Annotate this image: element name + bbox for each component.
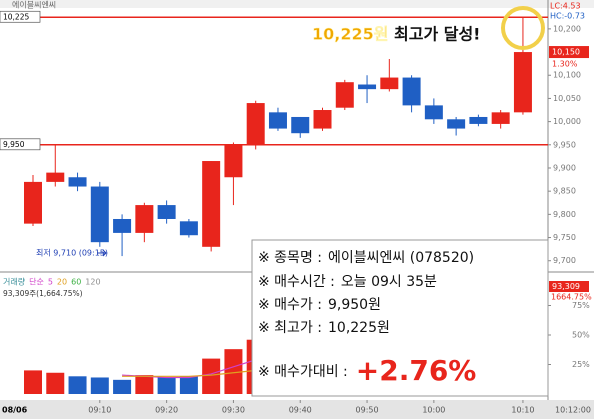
lc-label: LC:4.53 bbox=[550, 2, 581, 11]
y-tick-label: 9,750 bbox=[553, 233, 576, 242]
candle-body bbox=[491, 112, 510, 124]
candle-body bbox=[246, 103, 265, 145]
info-box bbox=[251, 239, 549, 397]
candle-body bbox=[291, 116, 310, 134]
volume-bar bbox=[68, 376, 87, 394]
volume-bar bbox=[24, 370, 42, 394]
volume-bar bbox=[157, 377, 176, 394]
arrow bbox=[97, 249, 107, 257]
y-tick-label: 10,100 bbox=[553, 71, 581, 80]
candle-body bbox=[313, 110, 332, 129]
info-value: +2.76% bbox=[356, 354, 477, 387]
low-annotation: 최저 9,710 (09:15) bbox=[36, 248, 108, 258]
volume-bar bbox=[46, 372, 65, 394]
volume-tick-label: 50% bbox=[572, 331, 590, 340]
candle-body bbox=[24, 181, 42, 224]
x-tick-label: 10:10 bbox=[511, 406, 534, 415]
y-tick-label: 9,950 bbox=[553, 140, 576, 149]
y-tick-label: 10,200 bbox=[553, 24, 581, 33]
ma-legend: 20 bbox=[57, 278, 67, 287]
candle-body bbox=[447, 119, 466, 129]
candle-body bbox=[135, 205, 154, 233]
info-value: 에이블씨엔씨 (078520) bbox=[328, 250, 474, 266]
volume-bar bbox=[135, 375, 154, 394]
volume-last-ratio: 1664.75% bbox=[551, 293, 592, 302]
info-label: ※ 매수가대비 : bbox=[258, 364, 348, 380]
high-annotation-text: 최고가 달성! bbox=[394, 25, 480, 44]
candle-body bbox=[224, 144, 243, 178]
candle-body bbox=[469, 116, 488, 124]
volume-legend: 단순 bbox=[29, 277, 44, 287]
y-tick-label: 9,700 bbox=[553, 256, 576, 265]
h-line-label-box bbox=[0, 10, 41, 23]
candle-body bbox=[113, 218, 132, 233]
candle-body bbox=[46, 172, 65, 182]
current-change: 1.30% bbox=[552, 60, 578, 69]
info-label: ※ 매수시간 : bbox=[258, 274, 335, 290]
x-tick-label: 09:10 bbox=[88, 406, 111, 415]
y-tick-label: 9,900 bbox=[553, 163, 576, 172]
info-label: ※ 매수가 : bbox=[258, 297, 322, 313]
volume-last-box bbox=[549, 281, 589, 292]
candle-body bbox=[68, 177, 87, 187]
tab-bar bbox=[0, 0, 594, 8]
volume-tick-label: 25% bbox=[572, 360, 590, 369]
y-tick-label: 9,850 bbox=[553, 187, 576, 196]
info-value: 오늘 09시 35분 bbox=[341, 274, 437, 290]
ma-legend: 60 bbox=[71, 278, 81, 287]
candle-body bbox=[513, 52, 532, 113]
info-label: ※ 최고가 : bbox=[258, 320, 322, 336]
x-tick-label: 10:00 bbox=[422, 406, 445, 415]
date-label: 08/06 bbox=[2, 406, 28, 415]
ma-legend: 5 bbox=[48, 278, 53, 287]
volume-bar bbox=[90, 377, 109, 394]
candle-body bbox=[268, 112, 287, 129]
candle-body bbox=[358, 84, 377, 90]
volume-bar bbox=[224, 349, 243, 394]
volume-bar bbox=[179, 376, 198, 394]
volume-tick-label: 75% bbox=[572, 301, 590, 310]
volume-bar bbox=[113, 379, 132, 394]
h-line-label: 9,950 bbox=[3, 140, 25, 149]
candle-body bbox=[202, 161, 221, 247]
x-tick-label: 09:40 bbox=[289, 406, 312, 415]
highlight-circle bbox=[501, 6, 545, 50]
h-line-label-box bbox=[0, 138, 41, 151]
y-tick-label: 10,000 bbox=[553, 117, 581, 126]
candle-body bbox=[380, 77, 399, 90]
high-annotation-price: 10,225원 bbox=[312, 25, 388, 44]
candle-body bbox=[335, 82, 354, 108]
x-tick-label: 09:30 bbox=[222, 406, 245, 415]
x-tick-label: 09:50 bbox=[356, 406, 379, 415]
current-price-box bbox=[549, 46, 589, 59]
candle-body bbox=[90, 186, 109, 243]
info-value: 9,950원 bbox=[328, 297, 381, 313]
tab-title: 에이블씨엔씨 bbox=[12, 0, 56, 10]
current-price-label: 10,150 bbox=[552, 48, 580, 57]
volume-header: 93,309주(1,664.75%) bbox=[3, 289, 83, 298]
volume-last-label: 93,309 bbox=[552, 282, 580, 291]
info-label: ※ 종목명 : bbox=[258, 250, 322, 266]
candle-body bbox=[424, 105, 443, 120]
time-axis bbox=[0, 400, 594, 419]
hc-label: HC:-0.73 bbox=[550, 12, 585, 21]
time-label: 10:12:00 bbox=[555, 406, 591, 415]
volume-bar bbox=[202, 358, 221, 394]
info-value: 10,225원 bbox=[328, 320, 390, 336]
y-tick-label: 9,800 bbox=[553, 210, 576, 219]
h-line-label: 10,225 bbox=[3, 12, 29, 21]
y-tick-label: 10,050 bbox=[553, 94, 581, 103]
volume-legend: 거래량 bbox=[3, 277, 26, 287]
ma-legend: 120 bbox=[85, 278, 100, 287]
candle-body bbox=[402, 77, 421, 106]
candle-body bbox=[157, 205, 176, 219]
x-tick-label: 09:20 bbox=[155, 406, 178, 415]
candle-body bbox=[179, 221, 198, 236]
